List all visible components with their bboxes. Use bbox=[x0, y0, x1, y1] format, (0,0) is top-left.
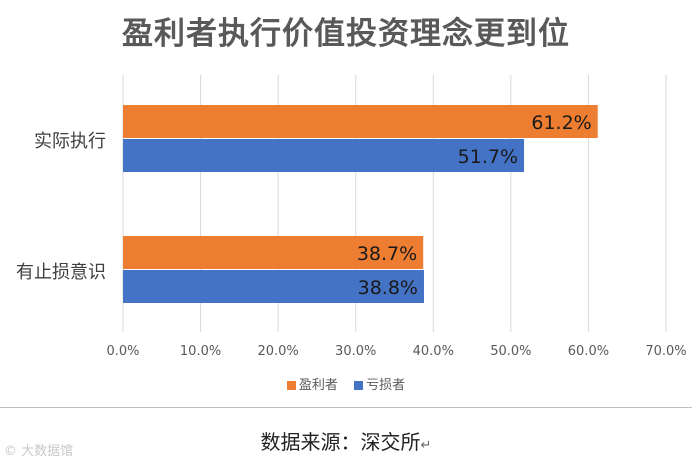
source-text: 数据来源：深交所 bbox=[260, 430, 421, 454]
data-label: 38.7% bbox=[357, 243, 417, 265]
bar bbox=[123, 236, 424, 269]
bar bbox=[123, 105, 598, 138]
bar bbox=[123, 139, 525, 172]
legend-label-winners: 盈利者 bbox=[298, 378, 338, 393]
legend-swatch-losers bbox=[354, 381, 364, 390]
x-tick-label: 30.0% bbox=[335, 344, 376, 359]
data-label: 51.7% bbox=[458, 146, 518, 168]
data-label: 61.2% bbox=[531, 112, 591, 134]
x-tick-label: 40.0% bbox=[413, 344, 454, 359]
legend-item-winners: 盈利者 bbox=[286, 374, 338, 393]
x-tick-label: 50.0% bbox=[490, 344, 531, 359]
legend: 盈利者 亏损者 bbox=[0, 374, 692, 393]
chart-title: 盈利者执行价值投资理念更到位 bbox=[122, 16, 570, 52]
watermark: © 大数据馆 bbox=[4, 444, 74, 459]
x-tick-label: 60.0% bbox=[568, 344, 609, 359]
x-tick-label: 70.0% bbox=[645, 344, 686, 359]
footer-divider bbox=[0, 407, 692, 408]
category-label: 实际执行 bbox=[34, 131, 106, 152]
legend-swatch-winners bbox=[286, 381, 296, 390]
legend-label-losers: 亏损者 bbox=[366, 378, 406, 393]
data-label: 38.8% bbox=[358, 277, 418, 299]
x-tick-label: 0.0% bbox=[106, 344, 139, 359]
bar bbox=[123, 270, 424, 303]
x-tick-label: 20.0% bbox=[257, 344, 298, 359]
x-tick-label: 10.0% bbox=[180, 344, 221, 359]
source-note: 数据来源：深交所↵ bbox=[0, 426, 692, 455]
return-mark: ↵ bbox=[420, 438, 432, 453]
legend-item-losers: 亏损者 bbox=[354, 374, 405, 393]
category-label: 有止损意识 bbox=[16, 262, 106, 283]
